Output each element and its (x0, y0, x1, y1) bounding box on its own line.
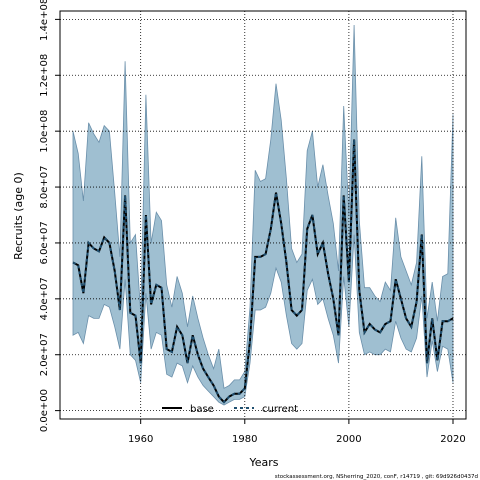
y-tick-label: 1.2e+08 (39, 54, 50, 97)
y-tick-label: 1.0e+08 (39, 110, 50, 153)
x-tick-label: 2000 (336, 434, 361, 445)
y-tick-label: 2.0e+07 (39, 333, 50, 376)
confidence-band-layer (72, 24, 454, 406)
y-tick-label: 4.0e+07 (39, 277, 50, 320)
y-tick-label: 6.0e+07 (39, 221, 50, 264)
x-tick-label: 2020 (440, 434, 465, 445)
x-tick-label: 1960 (128, 434, 153, 445)
legend: base current (162, 404, 298, 415)
y-axis-title: Recruits (age 0) (12, 172, 25, 260)
legend-current-label: current (262, 404, 298, 415)
x-axis-title: Years (248, 456, 278, 469)
series-current-line (72, 139, 454, 404)
footer-credit: stockassessment.org, NSherring_2020, con… (275, 474, 478, 480)
axes-layer: 1960 1980 2000 2020 0.0e+00 2.0e+07 4.0e+07 6.0… (39, 0, 466, 445)
legend-base-label: base (190, 404, 214, 415)
y-tick-label: 8.0e+07 (39, 166, 50, 209)
confidence-band (72, 24, 454, 406)
y-tick-label: 1.4e+08 (39, 0, 50, 41)
plot-area-frame (59, 10, 467, 420)
y-tick-label: 0.0e+00 (39, 389, 50, 432)
series-layer (72, 139, 454, 404)
x-tick-label: 1980 (232, 434, 257, 445)
